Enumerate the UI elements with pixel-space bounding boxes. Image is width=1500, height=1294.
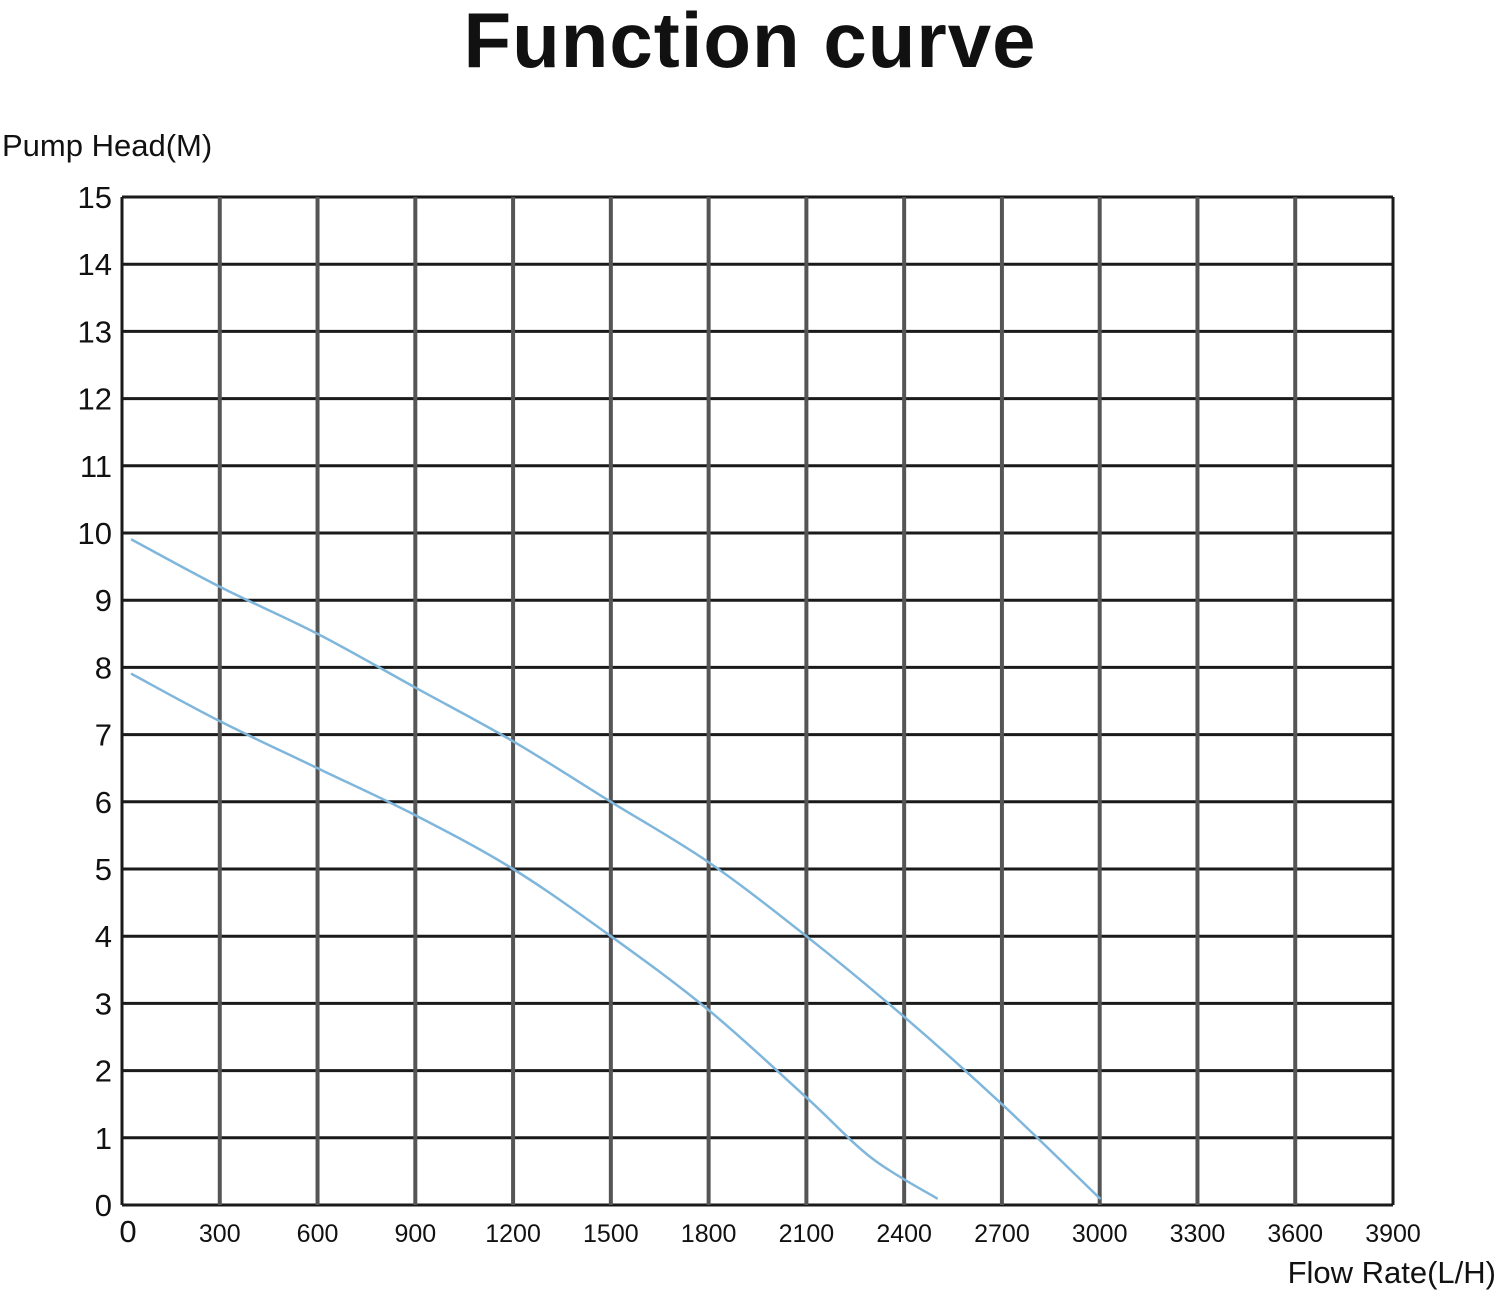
x-tick-label: 1200 [485, 1220, 541, 1248]
y-tick-label: 8 [95, 650, 112, 685]
y-tick-label: 5 [95, 852, 112, 887]
x-tick-label: 2700 [974, 1220, 1030, 1248]
y-tick-label: 10 [78, 516, 112, 551]
x-axis-label: Flow Rate(L/H) [1287, 1255, 1496, 1290]
y-tick-label: 14 [78, 247, 112, 282]
x-tick-label: 3600 [1267, 1220, 1323, 1248]
x-tick-label: 1500 [583, 1220, 639, 1248]
y-tick-label: 12 [78, 382, 112, 417]
y-tick-label: 3 [95, 986, 112, 1021]
y-tick-label: 7 [95, 718, 112, 753]
x-tick-label: 3000 [1072, 1220, 1128, 1248]
y-tick-label: 0 [95, 1188, 112, 1223]
series-group [130, 538, 1101, 1200]
series-line-2 [130, 672, 938, 1200]
x-tick-label: 3900 [1365, 1220, 1421, 1248]
chart-title: Function curve [463, 0, 1037, 84]
x-tick-label: 300 [199, 1220, 241, 1248]
y-tick-label: 15 [78, 180, 112, 215]
y-tick-label: 11 [80, 449, 112, 484]
y-tick-label: 2 [95, 1054, 112, 1089]
x-tick-label: 2100 [779, 1220, 835, 1248]
series-line-1 [130, 538, 1101, 1200]
x-tick-label: 900 [394, 1220, 436, 1248]
y-tick-label: 6 [95, 785, 112, 820]
grid [120, 195, 1395, 1207]
y-tick-label: 1 [95, 1121, 112, 1156]
x-tick-label: 3300 [1170, 1220, 1226, 1248]
y-tick-label: 9 [95, 583, 112, 618]
x-tick-label: 0 [119, 1214, 136, 1249]
y-tick-label: 4 [95, 919, 112, 954]
y-axis-label: Pump Head(M) [2, 128, 213, 163]
x-tick-label: 1800 [681, 1220, 737, 1248]
x-tick-label: 600 [297, 1220, 339, 1248]
x-tick-label: 2400 [876, 1220, 932, 1248]
y-tick-label: 13 [78, 314, 112, 349]
